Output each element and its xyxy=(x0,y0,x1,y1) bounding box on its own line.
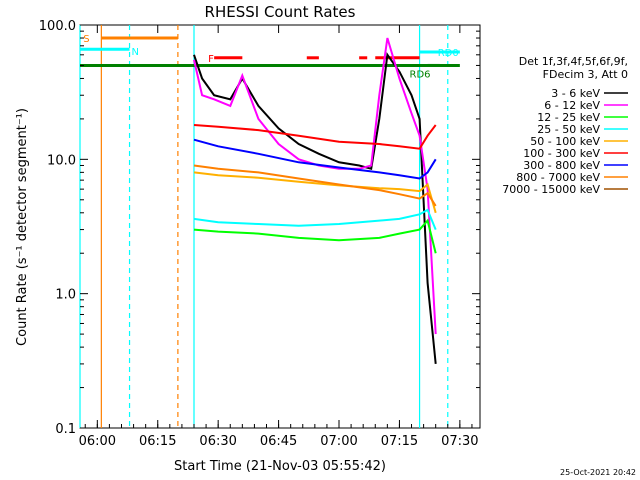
series-line xyxy=(193,164,437,207)
flag-label-rd0: RD0 xyxy=(438,48,459,59)
legend-label: 300 - 800 keV xyxy=(523,159,600,172)
vertical-lines xyxy=(79,25,449,428)
flag-label-n: N xyxy=(132,47,139,58)
series-lines xyxy=(193,37,437,364)
series-line xyxy=(193,52,437,364)
x-tick-label: 07:00 xyxy=(320,434,357,449)
legend-label: 12 - 25 keV xyxy=(537,111,600,124)
x-tick-label: 06:00 xyxy=(79,434,116,449)
x-axis-label: Start Time (21-Nov-03 05:55:42) xyxy=(174,459,386,474)
flag-label-s: S xyxy=(83,34,89,45)
y-tick-label: 1.0 xyxy=(55,288,76,303)
series-line xyxy=(193,208,437,230)
flag-label-rd6: RD6 xyxy=(410,69,431,80)
x-tick-label: 06:45 xyxy=(260,434,297,449)
x-tick-label: 07:15 xyxy=(381,434,418,449)
timestamp: 25-Oct-2021 20:42 xyxy=(560,468,636,477)
legend-label: 100 - 300 keV xyxy=(523,147,600,160)
y-tick-label: 0.1 xyxy=(55,422,76,437)
y-ticks: 0.1 1.0 10.0 100.0 xyxy=(39,19,480,437)
x-tick-label: 07:30 xyxy=(441,434,478,449)
legend-label: 800 - 7000 keV xyxy=(516,171,600,184)
legend-header-line-1: Det 1f,3f,4f,5f,6f,9f, xyxy=(519,55,628,68)
series-line xyxy=(193,218,437,254)
legend: Det 1f,3f,4f,5f,6f,9f, FDecim 3, Att 0 3… xyxy=(502,55,628,196)
flag-labels: S N F RD6 RD0 xyxy=(83,34,458,80)
flag-label-f: F xyxy=(208,54,214,65)
x-tick-label: 06:30 xyxy=(199,434,236,449)
x-ticks: 06:00 06:15 06:30 06:45 07:00 07:15 07:30 xyxy=(79,25,479,449)
legend-label: 50 - 100 keV xyxy=(530,135,600,148)
legend-label: 7000 - 15000 keV xyxy=(502,183,600,196)
legend-label: 25 - 50 keV xyxy=(537,123,600,136)
x-tick-label: 06:15 xyxy=(139,434,176,449)
y-axis-label: Count Rate (s⁻¹ detector segment⁻¹) xyxy=(15,108,30,346)
legend-label: 3 - 6 keV xyxy=(551,87,600,100)
series-line xyxy=(193,138,437,180)
legend-header-line-2: FDecim 3, Att 0 xyxy=(543,68,628,81)
y-tick-label: 100.0 xyxy=(39,19,76,34)
series-line xyxy=(193,37,437,335)
legend-label: 6 - 12 keV xyxy=(544,99,600,112)
series-line xyxy=(193,124,437,150)
plot-area: 0.1 1.0 10.0 100.0 06:00 06:15 06:30 06:45 07:0… xyxy=(39,19,481,449)
chart-title: RHESSI Count Rates xyxy=(205,3,356,21)
y-tick-label: 10.0 xyxy=(47,153,76,168)
